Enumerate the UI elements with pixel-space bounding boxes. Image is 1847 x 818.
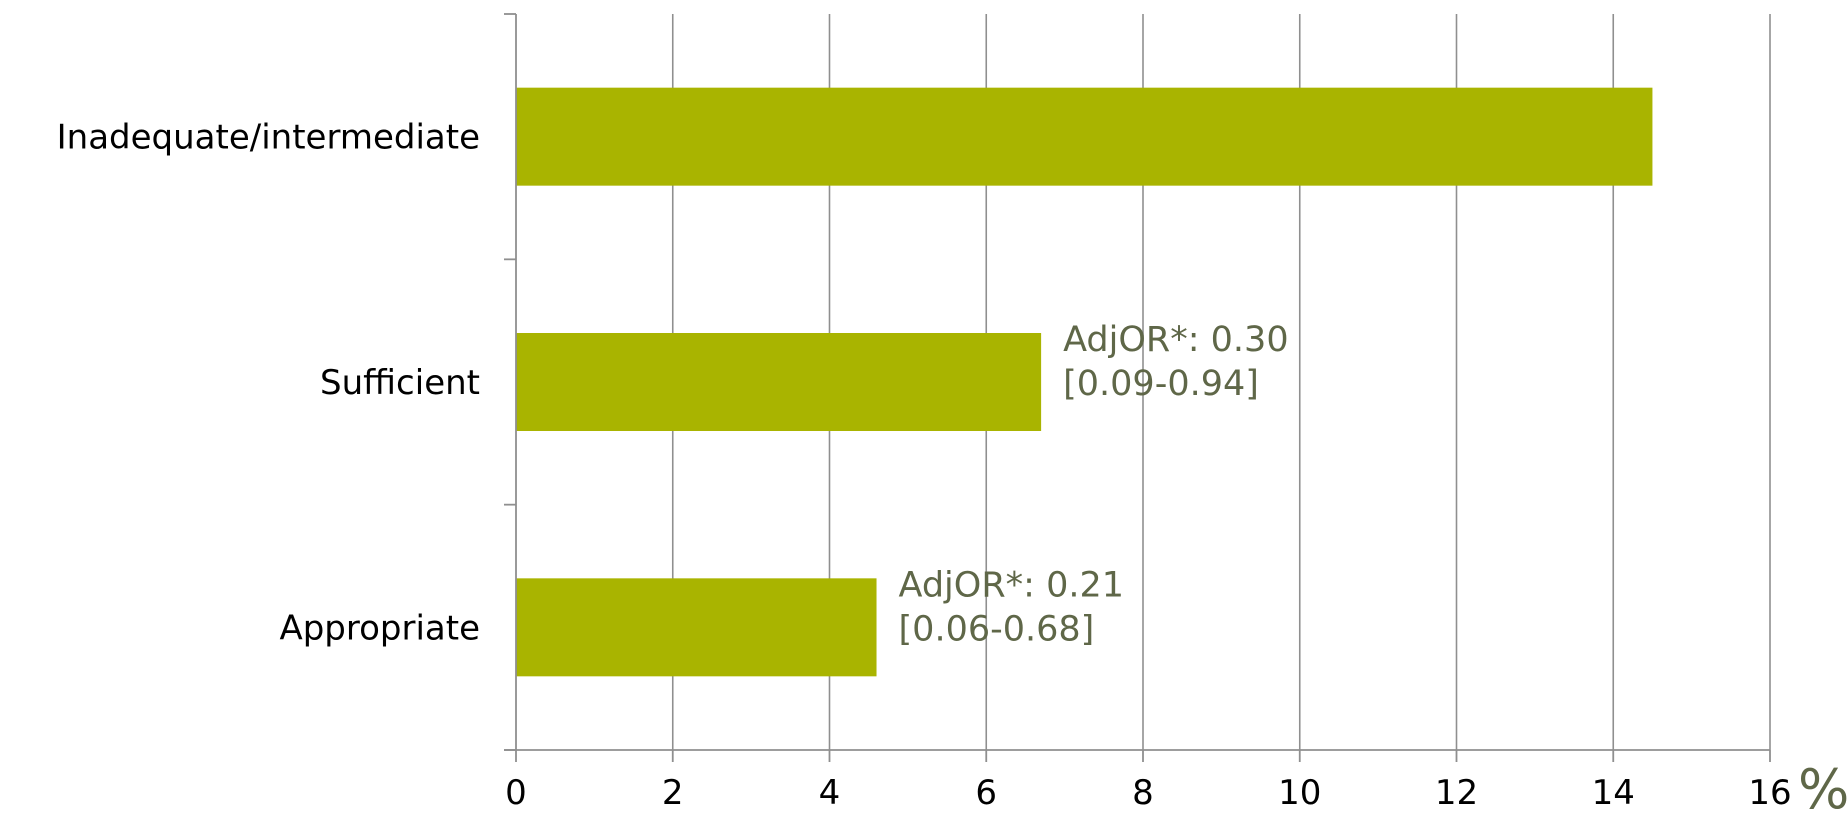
bar-1 bbox=[516, 333, 1042, 431]
x-tick-label-4: 4 bbox=[819, 773, 841, 813]
annotation-0-line-0: AdjOR*: 0.30 bbox=[1063, 320, 1288, 360]
x-tick-label-2: 2 bbox=[662, 773, 684, 813]
annotation-1-line-0: AdjOR*: 0.21 bbox=[899, 565, 1124, 605]
category-label-1: Sufficient bbox=[320, 363, 480, 403]
x-tick-label-16: 16 bbox=[1748, 773, 1791, 813]
bars bbox=[516, 87, 1653, 677]
labels: Inadequate/intermediate Sufficient Appropr… bbox=[57, 118, 1847, 818]
x-tick-label-6: 6 bbox=[975, 773, 997, 813]
x-tick-label-12: 12 bbox=[1435, 773, 1478, 813]
bar-0 bbox=[516, 87, 1653, 186]
x-tick-label-14: 14 bbox=[1592, 773, 1635, 813]
x-tick-label-8: 8 bbox=[1132, 773, 1154, 813]
category-label-2: Appropriate bbox=[279, 608, 480, 648]
axes bbox=[504, 13, 1771, 762]
annotation-1-line-1: [0.06-0.68] bbox=[899, 609, 1095, 649]
category-label-0: Inadequate/intermediate bbox=[57, 118, 480, 158]
x-axis-unit-label: % bbox=[1798, 758, 1847, 818]
x-tick-label-0: 0 bbox=[505, 773, 527, 813]
annotation-0-line-1: [0.09-0.94] bbox=[1063, 364, 1259, 404]
x-tick-label-10: 10 bbox=[1278, 773, 1321, 813]
bar-2 bbox=[516, 578, 877, 677]
